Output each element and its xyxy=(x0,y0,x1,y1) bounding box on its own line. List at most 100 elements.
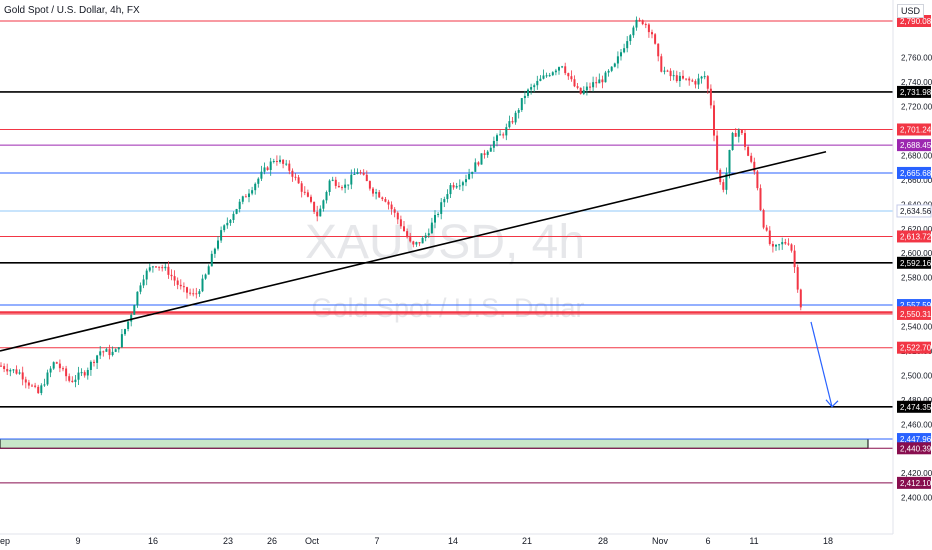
candle-body xyxy=(155,266,157,268)
candle-body xyxy=(446,194,449,200)
candle-body xyxy=(58,363,61,369)
candle-body xyxy=(523,95,526,99)
candle-body xyxy=(778,244,781,246)
projection-arrow[interactable] xyxy=(810,321,839,408)
candle-body xyxy=(6,369,9,372)
candle-body xyxy=(771,243,774,247)
candle-body xyxy=(133,305,136,315)
trendline[interactable] xyxy=(0,150,827,352)
candle-body xyxy=(669,70,672,77)
candle-body xyxy=(722,182,725,190)
candle-body xyxy=(412,241,415,245)
candle-body xyxy=(694,81,697,85)
candle-body xyxy=(24,379,27,383)
candle-body xyxy=(235,209,238,214)
candle-body xyxy=(709,88,712,106)
time-tick-label: 9 xyxy=(75,536,80,546)
candle-body xyxy=(182,286,185,288)
candle-body xyxy=(682,75,684,79)
candle-body xyxy=(102,351,105,353)
price-tick-label: 2,760.00 xyxy=(901,54,932,63)
candle-body xyxy=(279,159,281,162)
candle-body xyxy=(623,48,626,53)
candle-body xyxy=(548,75,551,77)
candle-body xyxy=(616,56,619,64)
candle-body xyxy=(158,266,161,268)
trendline-line[interactable] xyxy=(0,150,827,352)
candle-body xyxy=(678,75,681,82)
support-zone[interactable] xyxy=(0,438,869,449)
candle-body xyxy=(793,250,796,268)
candle-body xyxy=(796,267,799,290)
price-tick-label: 2,720.00 xyxy=(901,103,932,112)
candle-body xyxy=(654,34,657,44)
time-tick-label: 11 xyxy=(749,536,758,546)
candle-body xyxy=(21,372,24,380)
candle-body xyxy=(403,226,405,232)
candle-body xyxy=(486,151,489,155)
candle-body xyxy=(406,231,409,238)
candle-body xyxy=(34,385,37,387)
price-tick-label: 2,680.00 xyxy=(901,151,932,160)
candle-body xyxy=(272,160,275,162)
candle-body xyxy=(86,369,89,376)
candle-body xyxy=(275,160,278,162)
candle-body xyxy=(310,196,312,202)
candle-body xyxy=(3,366,6,370)
candle-body xyxy=(170,274,173,277)
time-tick-label: 7 xyxy=(374,536,379,546)
candle-body xyxy=(257,178,260,184)
price-label-bg xyxy=(897,166,931,179)
time-axis: ep 9 16 23 26 Oct 7 14 21 28 Nov 6 11 18 xyxy=(0,536,833,546)
candle-body xyxy=(62,368,64,370)
price-tick-label: 2,500.00 xyxy=(901,371,932,380)
candle-body xyxy=(799,289,802,308)
candle-body xyxy=(750,155,753,162)
candle-body xyxy=(117,347,120,350)
time-tick-label: 21 xyxy=(522,536,532,546)
candle-body xyxy=(567,73,570,77)
candle-body xyxy=(368,181,371,189)
candle-body xyxy=(108,349,111,356)
candle-body xyxy=(96,355,99,363)
candle-body xyxy=(601,79,604,83)
candle-body xyxy=(762,210,765,228)
price-label-bg xyxy=(897,139,931,152)
support-zone-rect[interactable] xyxy=(0,438,869,449)
candles xyxy=(0,16,802,396)
candle-body xyxy=(660,56,663,72)
candle-body xyxy=(703,76,706,78)
candle-body xyxy=(700,76,703,79)
candle-body xyxy=(68,376,71,381)
time-tick-label: 28 xyxy=(598,536,608,546)
candle-body xyxy=(576,86,579,88)
candle-body xyxy=(595,82,598,84)
candle-body xyxy=(322,200,325,209)
candle-body xyxy=(564,66,567,74)
candle-body xyxy=(461,182,464,186)
price-label-text: 2,522.70 xyxy=(900,344,932,353)
candle-body xyxy=(161,267,164,269)
candle-body xyxy=(136,291,139,306)
candle-body xyxy=(176,280,179,285)
candle-body xyxy=(356,172,359,174)
horizontal-levels[interactable] xyxy=(0,20,893,484)
candle-body xyxy=(666,70,669,72)
candle-body xyxy=(52,362,55,369)
candle-body xyxy=(77,372,80,380)
candle-body xyxy=(604,72,607,83)
candle-body xyxy=(502,134,505,136)
candle-body xyxy=(508,121,511,128)
price-label-bg xyxy=(896,204,932,218)
candle-body xyxy=(620,52,622,57)
currency-button[interactable]: USD xyxy=(897,4,925,18)
candle-body xyxy=(201,278,204,292)
time-tick-label: 14 xyxy=(448,536,458,546)
candle-body xyxy=(784,242,787,244)
projection-line xyxy=(810,321,833,407)
candle-body xyxy=(217,240,219,249)
price-label-text: 2,613.72 xyxy=(900,232,932,241)
candle-body xyxy=(365,174,368,182)
candle-body xyxy=(294,176,297,178)
